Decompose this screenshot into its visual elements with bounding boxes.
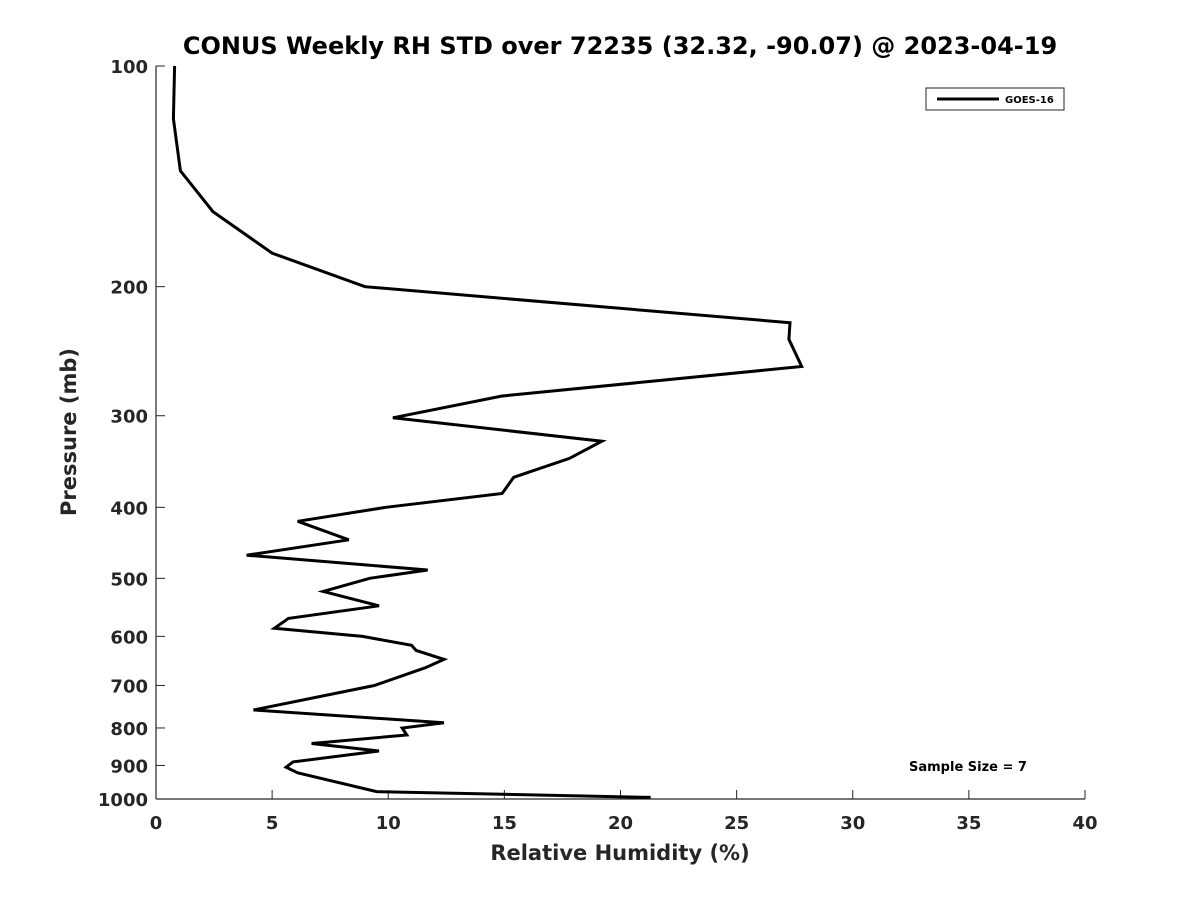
x-tick-label: 15 bbox=[492, 813, 517, 834]
x-tick-label: 10 bbox=[376, 813, 401, 834]
y-tick-label: 900 bbox=[110, 756, 148, 777]
sample-size-annotation: Sample Size = 7 bbox=[909, 760, 1027, 775]
chart-title: CONUS Weekly RH STD over 72235 (32.32, -… bbox=[183, 32, 1057, 60]
y-tick-label: 300 bbox=[110, 407, 148, 428]
y-tick-label: 800 bbox=[110, 719, 148, 740]
plot-axes bbox=[155, 66, 1085, 800]
y-axis-label: Pressure (mb) bbox=[57, 348, 81, 516]
x-axis-ticks: 0 5 10 15 20 25 30 35 40 bbox=[150, 790, 1098, 834]
x-tick-label: 35 bbox=[956, 813, 981, 834]
x-tick-label: 40 bbox=[1072, 813, 1097, 834]
series-line-goes-16 bbox=[171, 65, 804, 799]
x-tick-label: 5 bbox=[266, 813, 279, 834]
y-tick-label: 700 bbox=[110, 676, 148, 697]
y-tick-label: 1000 bbox=[98, 790, 148, 811]
x-tick-label: 20 bbox=[608, 813, 633, 834]
x-tick-label: 25 bbox=[724, 813, 749, 834]
y-tick-label: 600 bbox=[110, 627, 148, 648]
y-axis-ticks: 100 200 300 400 500 600 700 800 900 1000 bbox=[98, 57, 165, 811]
x-tick-label: 30 bbox=[840, 813, 865, 834]
y-tick-label: 400 bbox=[110, 498, 148, 519]
y-tick-label: 500 bbox=[110, 569, 148, 590]
y-tick-label: 100 bbox=[110, 57, 148, 78]
legend: GOES-16 bbox=[925, 87, 1065, 111]
legend-label-goes-16: GOES-16 bbox=[1005, 95, 1054, 106]
x-tick-label: 0 bbox=[150, 813, 163, 834]
y-tick-label: 200 bbox=[110, 278, 148, 299]
x-axis-label: Relative Humidity (%) bbox=[490, 841, 749, 865]
series-layer bbox=[171, 65, 804, 799]
